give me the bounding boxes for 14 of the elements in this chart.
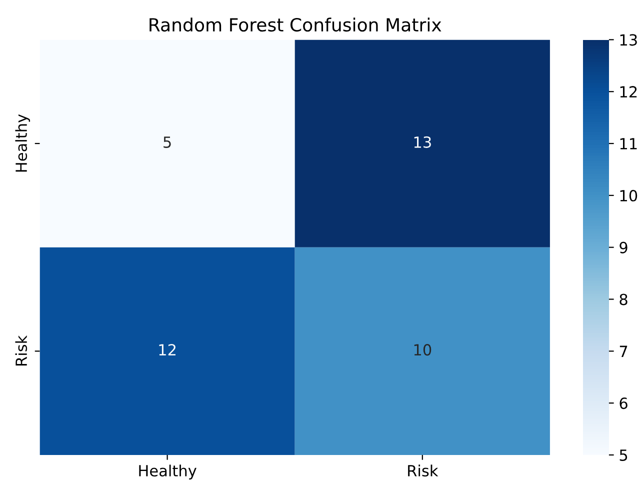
color-bar-label: 13 bbox=[620, 34, 637, 46]
color-bar-label: 9 bbox=[620, 242, 628, 254]
data-label: 12 bbox=[159, 344, 176, 356]
color-bar-label: 8 bbox=[620, 294, 628, 306]
color-bar-label: 11 bbox=[620, 138, 637, 150]
color-bar-label: 7 bbox=[620, 346, 628, 357]
data-label: 13 bbox=[414, 136, 431, 148]
color-bar-label: 12 bbox=[620, 86, 637, 98]
color-bar-label: 5 bbox=[620, 450, 628, 461]
color-bar-label: 10 bbox=[620, 190, 638, 202]
color-bar-label: 6 bbox=[620, 398, 628, 410]
data-label: 5 bbox=[164, 136, 171, 148]
chart-title: Random Forest Confusion Matrix bbox=[150, 18, 442, 32]
data-label: 10 bbox=[414, 344, 432, 356]
